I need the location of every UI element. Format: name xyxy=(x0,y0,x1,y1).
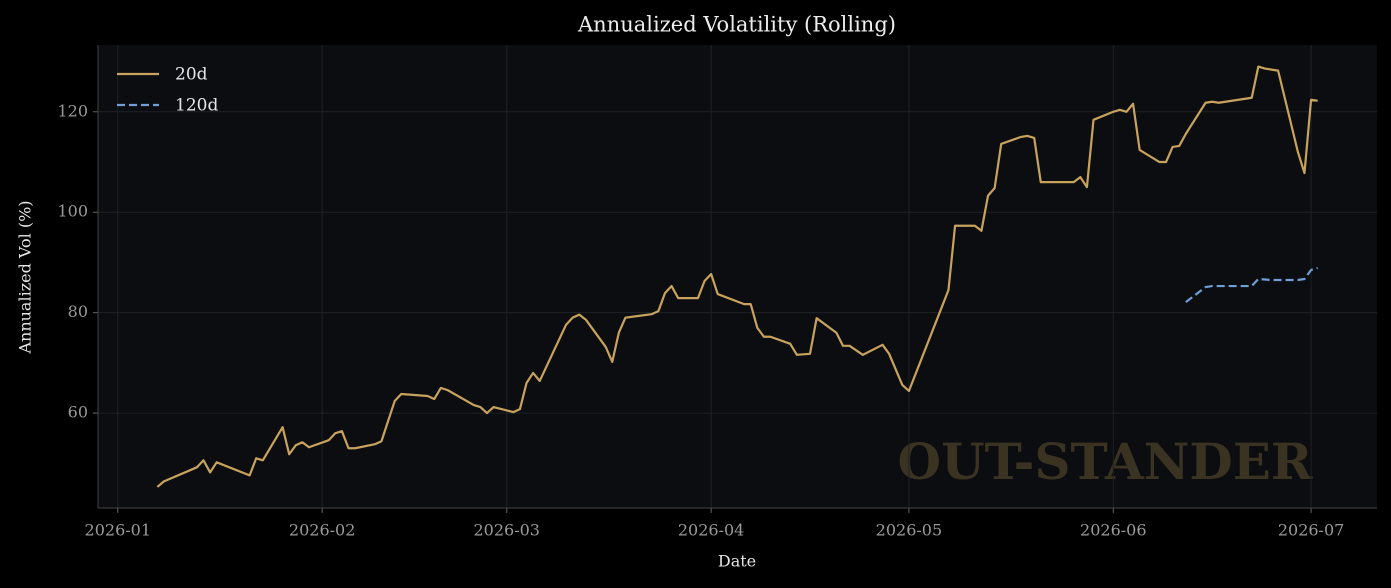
legend-label: 20d xyxy=(175,65,208,85)
x-tick-label: 2026-07 xyxy=(1278,521,1344,540)
x-tick-label: 2026-05 xyxy=(876,521,942,540)
watermark: OUT-STANDER xyxy=(898,432,1313,491)
x-axis-title: Date xyxy=(718,552,756,571)
x-tick-label: 2026-03 xyxy=(474,521,540,540)
x-tick-label: 2026-02 xyxy=(289,521,355,540)
y-tick-label: 100 xyxy=(57,202,88,221)
series-line xyxy=(1185,266,1318,303)
y-tick-label: 120 xyxy=(57,101,88,120)
y-axis-title: Annualized Vol (%) xyxy=(16,200,35,354)
x-tick-label: 2026-04 xyxy=(678,521,744,540)
chart-title: Annualized Volatility (Rolling) xyxy=(577,13,896,37)
x-tick-label: 2026-01 xyxy=(85,521,151,540)
series-line xyxy=(156,65,1318,488)
x-tick-label: 2026-06 xyxy=(1080,521,1146,540)
legend-label: 120d xyxy=(175,96,218,116)
plot-area xyxy=(98,45,1377,508)
y-tick-label: 80 xyxy=(68,302,88,321)
y-tick-label: 60 xyxy=(68,403,88,422)
